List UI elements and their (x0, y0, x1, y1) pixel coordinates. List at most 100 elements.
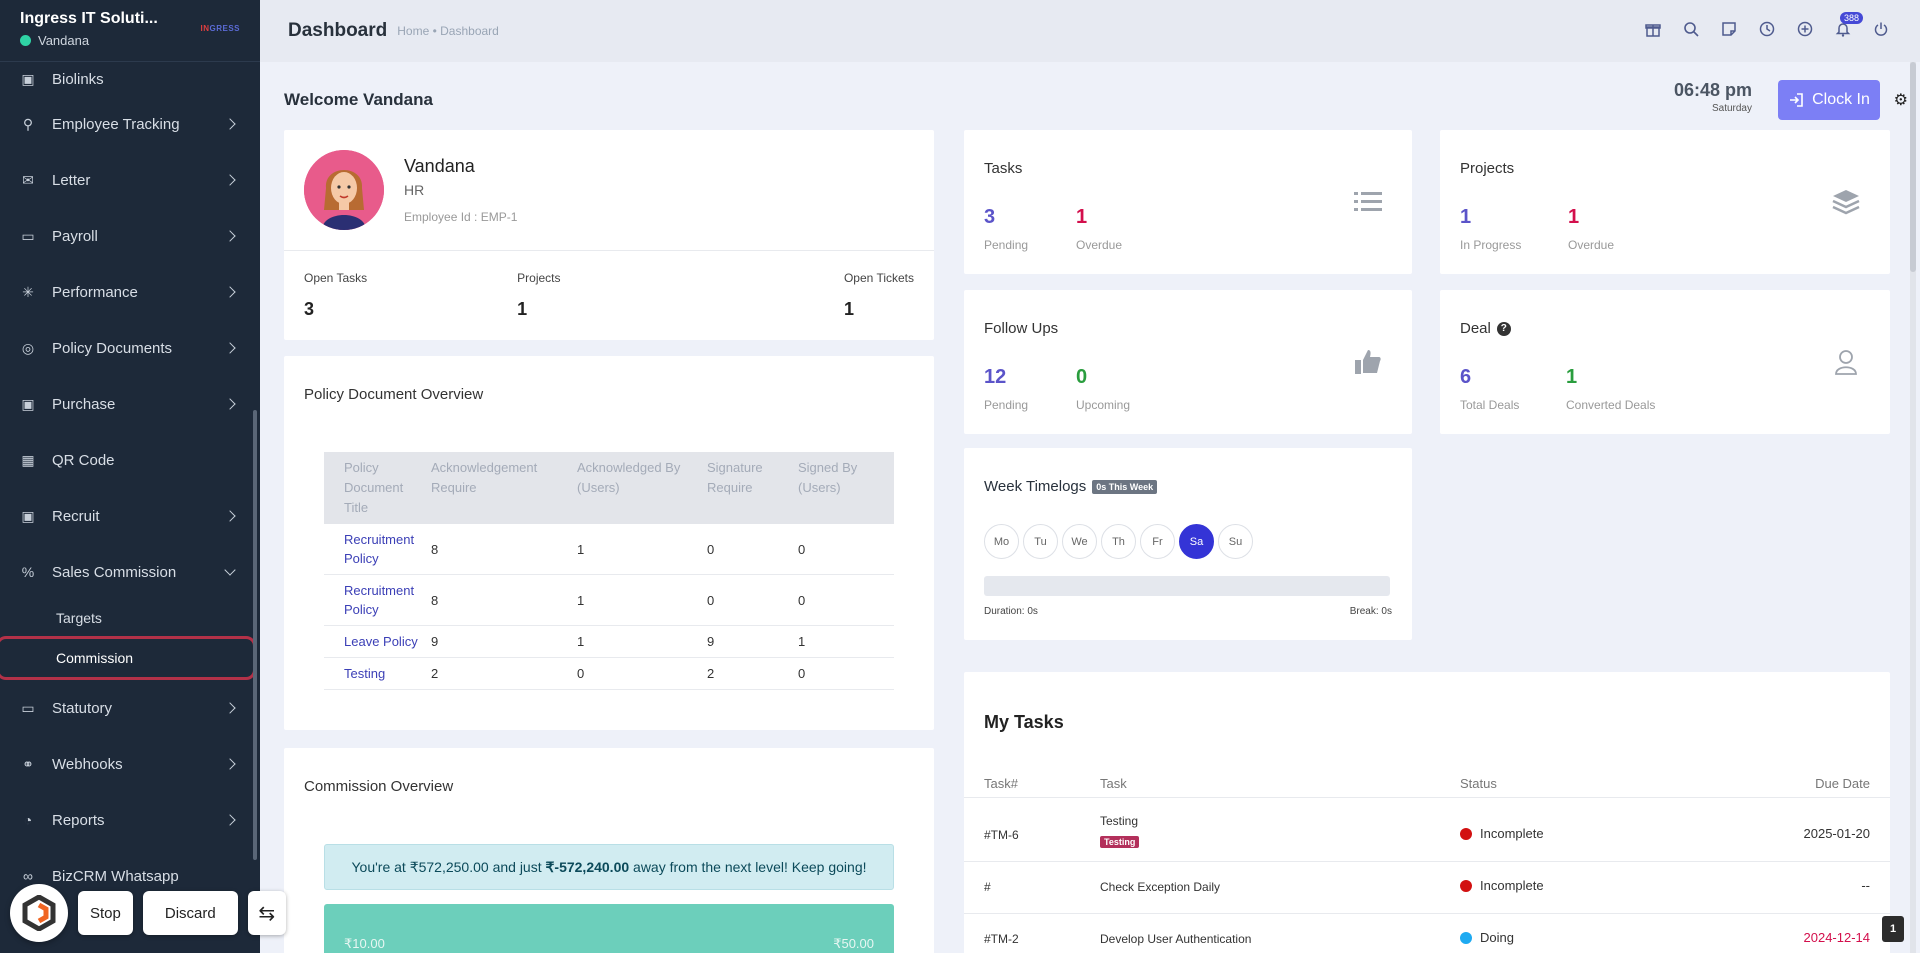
sidebar-item-biolinks[interactable]: ▣ Biolinks (0, 62, 260, 96)
projects-overdue-count[interactable]: 1 (1568, 206, 1580, 228)
clock-time: 06:48 pm (1673, 80, 1752, 100)
weekday-tu[interactable]: Tu (1023, 524, 1058, 559)
task-due-date: -- (1861, 878, 1870, 893)
task-status[interactable]: Incomplete (1460, 826, 1544, 841)
discard-button[interactable]: Discard (142, 891, 238, 935)
sidebar-subitem-commission[interactable]: Commission (0, 636, 256, 680)
commission-card: Commission Overview You're at ₹572,250.0… (284, 748, 934, 953)
deal-summary-card: Deal ? 6 Total Deals 1 Converted Deals (1440, 290, 1890, 434)
task-name-link[interactable]: Testing (1100, 814, 1139, 828)
avatar[interactable] (304, 150, 384, 230)
task-name-link[interactable]: Check Exception Daily (1100, 880, 1221, 894)
sidebar-item-label: Webhooks (52, 755, 123, 773)
tasks-pending-label: Pending (984, 238, 1029, 252)
add-circle-icon[interactable] (1796, 20, 1814, 38)
task-number: #TM-6 (984, 828, 1019, 842)
chevron-down-icon (224, 564, 236, 576)
brand-header[interactable]: Ingress IT Soluti... Vandana INGRESS (0, 0, 260, 62)
policy-title-link[interactable]: Recruitment Policy (324, 574, 431, 626)
commission-bar-min: ₹10.00 (344, 936, 385, 951)
commission-alert: You're at ₹572,250.00 and just ₹-572,240… (324, 844, 894, 890)
sticky-note-icon[interactable] (1720, 20, 1738, 38)
sidebar-item-employee-tracking[interactable]: ⚲ Employee Tracking (0, 96, 260, 152)
deals-converted-count[interactable]: 1 (1566, 366, 1578, 388)
sidebar-nav-sales: % Sales Commission Targets Commission (0, 544, 260, 680)
commission-bar-max: ₹50.00 (833, 936, 874, 951)
bell-icon[interactable]: 388 (1834, 12, 1864, 38)
page-number-badge[interactable]: 1 (1882, 916, 1904, 942)
status-dot-icon (1460, 827, 1472, 840)
question-circle-icon[interactable]: ? (1496, 321, 1511, 336)
weekday-mo[interactable]: Mo (984, 524, 1019, 559)
policy-title-link[interactable]: Recruitment Policy (324, 524, 431, 575)
sidebar-item-bizcrm-whatsapp[interactable]: ∞ BizCRM Whatsapp (0, 848, 260, 904)
sidebar-nav: ▣ Biolinks ⚲ Employee Tracking ✉ Letter ▭ Payro… (0, 62, 260, 544)
weekday-fr[interactable]: Fr (1140, 524, 1175, 559)
sidebar-item-sales-commission[interactable]: % Sales Commission (0, 544, 260, 600)
task-cell: Develop User Authentication (1100, 932, 1251, 946)
wallet-icon: ▭ (21, 227, 35, 244)
bicycle-icon: ⚲ (22, 115, 34, 132)
stat-open-tasks[interactable]: Open Tasks 3 (304, 271, 368, 319)
weekday-su[interactable]: Su (1218, 524, 1253, 559)
tasks-overdue-count[interactable]: 1 (1076, 206, 1088, 228)
my-tasks-title: My Tasks (984, 712, 1064, 732)
weekday-sa[interactable]: Sa (1179, 524, 1214, 559)
sidebar-item-qr-code[interactable]: ▦ QR Code (0, 432, 260, 488)
sidebar-subitem-targets[interactable]: Targets (56, 610, 102, 626)
policy-title-link[interactable]: Leave Policy (324, 625, 431, 658)
stat-projects[interactable]: Projects 1 (517, 271, 561, 319)
welcome-heading: Welcome Vandana (284, 90, 433, 109)
sidebar-item-label: Statutory (52, 699, 113, 717)
task-name-link[interactable]: Develop User Authentication (1100, 932, 1252, 946)
deals-total-count[interactable]: 6 (1460, 366, 1472, 388)
sidebar-item-letter[interactable]: ✉ Letter (0, 152, 260, 208)
percent-icon: % (21, 564, 35, 580)
power-icon[interactable] (1872, 20, 1890, 38)
followups-upcoming-count[interactable]: 0 (1076, 366, 1088, 388)
sidebar-item-policy-documents[interactable]: ◎ Policy Documents (0, 320, 260, 376)
table-row[interactable]: #TM-6 Testing Testing Incomplete 2025-01-20 (964, 798, 1890, 862)
projects-in-progress-count[interactable]: 1 (1460, 206, 1472, 228)
tasks-pending-count[interactable]: 3 (984, 206, 996, 228)
page-scrollbar[interactable] (1910, 62, 1916, 953)
breadcrumb[interactable]: Home • Dashboard (397, 24, 499, 38)
task-status[interactable]: Doing (1460, 930, 1514, 945)
table-row[interactable]: #TM-2 Develop User Authentication Doing 202… (964, 914, 1890, 953)
sidebar-item-purchase[interactable]: ▣ Purchase (0, 376, 260, 432)
sidebar-nav-bottom: ▭ Statutory ⚭ Webhooks ◔ Reports ∞ BizCRM Whats… (0, 680, 260, 904)
clock-in-button[interactable]: Clock In (1778, 80, 1880, 120)
sidebar-item-performance[interactable]: ✳ Performance (0, 264, 260, 320)
table-cell: 8 (431, 574, 577, 626)
chevron-right-icon (224, 702, 236, 714)
page-scrollbar-thumb[interactable] (1910, 62, 1916, 272)
current-time: 06:48 pm Saturday (1674, 80, 1752, 114)
table-row[interactable]: # Check Exception Daily Incomplete -- (964, 862, 1890, 914)
clock-icon[interactable] (1758, 20, 1776, 38)
weekday-we[interactable]: We (1062, 524, 1097, 559)
col-ack-by: Acknowledged By (Users) (577, 452, 707, 524)
profile-name[interactable]: Vandana (404, 156, 475, 176)
swap-icon[interactable]: ⇆ (247, 891, 286, 935)
chevron-right-icon (224, 814, 236, 826)
sidebar-item-statutory[interactable]: ▭ Statutory (0, 680, 260, 736)
sidebar-item-payroll[interactable]: ▭ Payroll (0, 208, 260, 264)
followups-card-title: Follow Ups (984, 320, 1059, 337)
sidebar-item-reports[interactable]: ◔ Reports (0, 792, 260, 848)
timelog-duration: Duration: 0s (984, 606, 1038, 617)
assistant-logo-icon[interactable] (10, 884, 68, 942)
gear-icon[interactable]: ⚙ (1893, 92, 1908, 109)
weekday-th[interactable]: Th (1101, 524, 1136, 559)
task-status[interactable]: Incomplete (1460, 878, 1544, 893)
policy-title-link[interactable]: Testing (324, 657, 431, 690)
stop-button[interactable]: Stop (78, 891, 133, 935)
list-icon (1352, 186, 1384, 218)
gift-icon[interactable] (1644, 20, 1662, 38)
stat-open-tickets[interactable]: Open Tickets 1 (843, 271, 914, 319)
search-icon[interactable] (1682, 20, 1700, 38)
followups-pending-count[interactable]: 12 (984, 366, 1007, 388)
sidebar-item-webhooks[interactable]: ⚭ Webhooks (0, 736, 260, 792)
sidebar-item-label: Performance (52, 283, 138, 301)
sidebar-item-recruit[interactable]: ▣ Recruit (0, 488, 260, 544)
sidebar-scrollbar[interactable] (253, 410, 257, 860)
